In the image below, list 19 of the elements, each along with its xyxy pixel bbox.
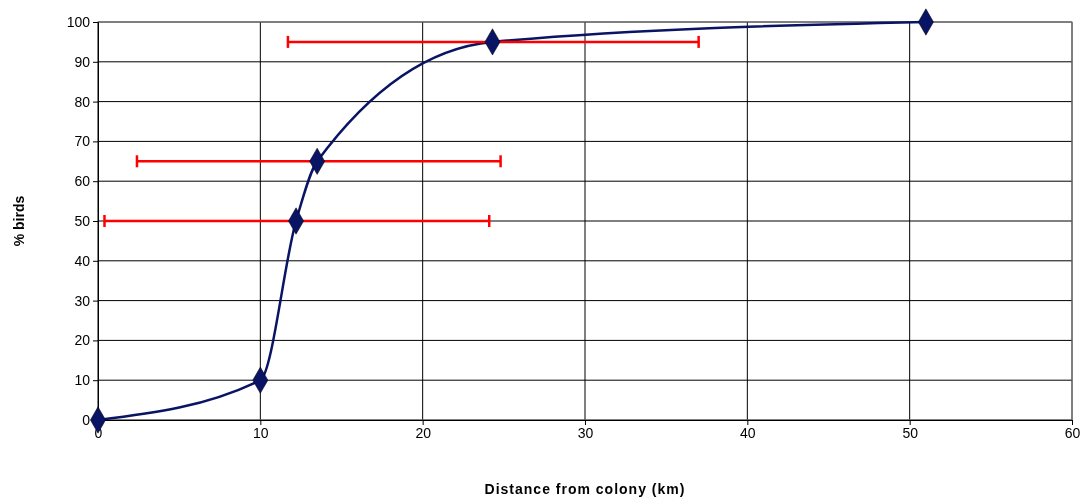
y-tick-label: 100 [66,13,91,30]
y-tick-label: 20 [74,332,91,349]
x-tick-label: 60 [1064,424,1081,441]
y-tick-label: 40 [74,252,91,269]
y-tick-label: 80 [74,93,91,110]
y-tick-label: 30 [74,292,91,309]
x-tick-label: 40 [740,424,756,441]
y-tick-label: 90 [74,53,91,70]
y-tick-label: 10 [74,372,91,389]
x-axis-title: Distance from colony (km) [484,481,686,497]
x-tick-label: 20 [415,424,432,441]
y-tick-label: 50 [74,212,91,229]
x-tick-label: 50 [902,424,919,441]
x-tick-label: 30 [577,424,594,441]
x-tick-label: 10 [253,424,269,441]
y-axis-title: % birds [11,195,27,247]
y-tick-label: 60 [74,173,91,190]
y-tick-label: 0 [82,411,91,428]
y-tick-label: 70 [74,133,91,150]
